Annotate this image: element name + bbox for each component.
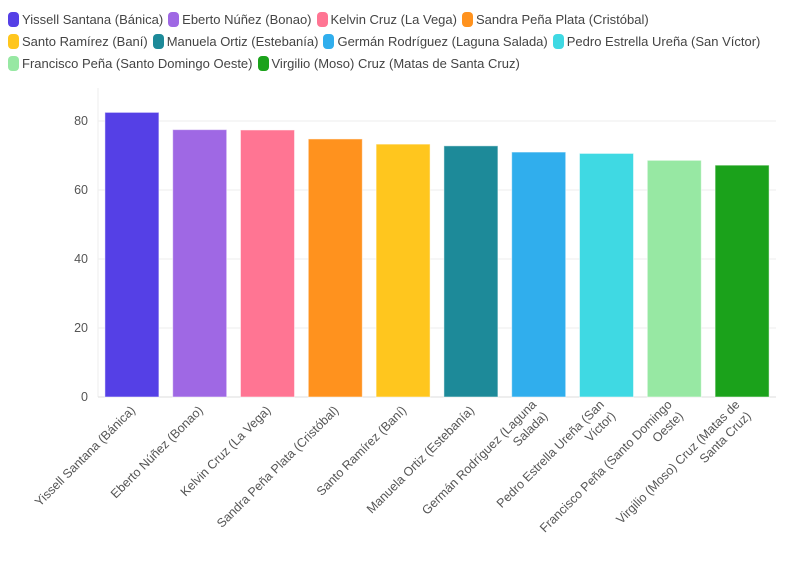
y-tick-label: 60 [74, 183, 88, 197]
bar[interactable] [307, 138, 363, 398]
bar[interactable] [579, 152, 634, 398]
legend-label: Eberto Núñez (Bonao) [182, 12, 312, 27]
legend-item[interactable]: Germán Rodríguez (Laguna Salada) [323, 32, 548, 51]
legend-label: Santo Ramírez (Baní) [22, 34, 148, 49]
legend-label: Pedro Estrella Ureña (San Víctor) [566, 34, 761, 49]
legend-item[interactable]: Eberto Núñez (Bonao) [168, 10, 312, 29]
legend-item[interactable]: Kelvin Cruz (La Vega) [316, 10, 457, 29]
x-tick-label: Manuela Ortiz (Estebanía) [364, 403, 477, 516]
bar[interactable] [240, 129, 295, 398]
legend-swatch [461, 12, 473, 27]
legend-swatch [8, 56, 19, 71]
legend-item[interactable]: Sandra Peña Plata (Cristóbal) [461, 10, 649, 29]
legend-label: Kelvin Cruz (La Vega) [330, 12, 457, 27]
bar[interactable] [646, 159, 702, 398]
legend-swatch [257, 56, 269, 71]
legend-item[interactable]: Manuela Ortiz (Estebanía) [152, 32, 319, 51]
y-tick-label: 80 [74, 114, 88, 128]
legend-swatch [323, 34, 335, 49]
legend-item[interactable]: Pedro Estrella Ureña (San Víctor) [552, 32, 761, 51]
y-tick-label: 20 [74, 321, 88, 335]
legend-swatch [316, 12, 328, 27]
legend-label: Germán Rodríguez (Laguna Salada) [337, 34, 548, 49]
legend-item[interactable]: Francisco Peña (Santo Domingo Oeste) [8, 54, 253, 73]
bar[interactable] [375, 143, 431, 398]
y-tick-label: 40 [74, 252, 88, 266]
bar[interactable] [714, 164, 770, 398]
y-tick-label: 0 [81, 390, 88, 404]
legend-label: Francisco Peña (Santo Domingo Oeste) [22, 56, 253, 71]
legend-label: Yissell Santana (Bánica) [22, 12, 164, 27]
legend: Yissell Santana (Bánica) Eberto Núñez (Bo… [8, 10, 796, 76]
legend-item[interactable]: Yissell Santana (Bánica) [8, 10, 163, 29]
legend-item[interactable]: Virgilio (Moso) Cruz (Matas de Santa Cru… [257, 54, 520, 73]
legend-label: Virgilio (Moso) Cruz (Matas de Santa Cru… [271, 56, 520, 71]
bar[interactable] [172, 129, 228, 398]
x-tick-label: Sandra Peña Plata (Cristóbal) [214, 403, 341, 530]
legend-swatch [152, 34, 164, 49]
legend-swatch [168, 12, 180, 27]
legend-swatch [552, 34, 564, 49]
legend-item[interactable]: Santo Ramírez (Baní) [8, 32, 148, 51]
bar[interactable] [443, 145, 499, 398]
legend-label: Manuela Ortiz (Estebanía) [166, 34, 319, 49]
legend-swatch [8, 34, 19, 49]
legend-swatch [8, 12, 19, 27]
bar[interactable] [104, 111, 160, 398]
bar[interactable] [511, 151, 567, 398]
legend-label: Sandra Peña Plata (Cristóbal) [475, 12, 649, 27]
